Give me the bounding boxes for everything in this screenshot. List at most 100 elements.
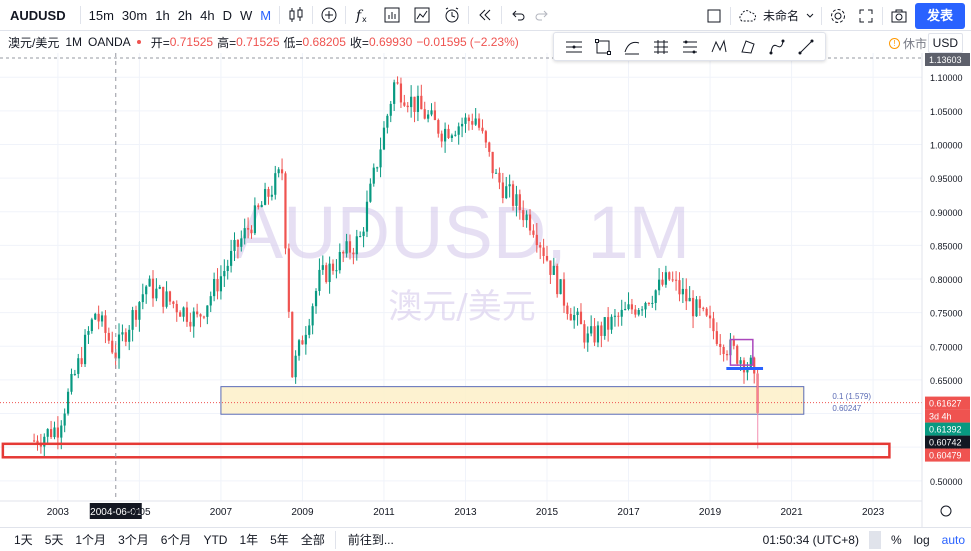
range-6m[interactable]: 6个月 — [160, 533, 192, 547]
chart-canvas[interactable]: AUDUSD, 1M 澳元/美元 0.1 (1.579) 0.60247 2004… — [0, 53, 971, 527]
candle-body — [128, 329, 131, 342]
drawings[interactable]: 0.1 (1.579) 0.60247 — [0, 338, 922, 459]
candle-body — [321, 265, 324, 270]
candles-icon[interactable] — [284, 0, 308, 31]
candle-body — [525, 214, 528, 221]
candle-body — [202, 316, 206, 318]
candle-body — [111, 340, 114, 353]
range-1d[interactable]: 1天 — [14, 533, 33, 547]
rectangle-icon[interactable] — [591, 35, 615, 59]
publish-button[interactable]: 发表 — [914, 2, 965, 29]
replay-icon[interactable] — [473, 0, 497, 31]
range-5d[interactable]: 5天 — [44, 533, 64, 547]
time-axis[interactable]: 2003 2005 2007 2009 2011 2013 2015 2017 2019 2021… — [0, 500, 952, 518]
goto-date[interactable]: 前往到... — [347, 533, 394, 547]
gear-icon[interactable] — [826, 0, 850, 31]
interval-2h[interactable]: 2h — [177, 7, 193, 23]
line-icon[interactable] — [765, 35, 789, 59]
candle-body — [80, 358, 83, 365]
market-status[interactable]: ! 休市 — [888, 35, 927, 52]
alert-clock-icon[interactable] — [440, 0, 464, 31]
interval-1h[interactable]: 1h — [155, 7, 170, 23]
price-tick: 0.75000 — [930, 309, 963, 319]
candle-body — [498, 172, 501, 183]
candle-body — [603, 317, 606, 336]
range-all[interactable]: 全部 — [300, 533, 325, 547]
templates-icon[interactable] — [410, 0, 434, 31]
low-label: 低= — [283, 35, 303, 50]
candle-body — [359, 236, 362, 238]
range-3m[interactable]: 3个月 — [118, 533, 149, 547]
price-tick: 1.05000 — [930, 107, 963, 117]
range-5y[interactable]: 5年 — [270, 533, 289, 547]
candle-body — [430, 110, 433, 115]
compare-plus-icon[interactable] — [317, 0, 341, 31]
candle-body — [49, 429, 53, 438]
candle-body — [450, 135, 453, 139]
camera-icon[interactable] — [887, 0, 911, 31]
financials-icon[interactable] — [380, 0, 404, 31]
candle-body — [342, 252, 345, 254]
fullscreen-icon[interactable] — [854, 0, 878, 31]
candle-body — [664, 272, 667, 285]
fib-icon[interactable] — [678, 35, 702, 59]
price-tick: 0.80000 — [930, 275, 963, 285]
candle-body — [420, 95, 423, 110]
axis-gear-icon — [940, 505, 952, 517]
support-zone-rectangle[interactable] — [220, 386, 805, 415]
currency-selector[interactable]: USD — [927, 33, 963, 53]
candle-body — [447, 128, 450, 139]
clock-label[interactable]: 01:50:34 (UTC+8) — [762, 533, 859, 547]
price-tick: 0.95000 — [930, 174, 963, 184]
log-toggle[interactable]: log — [913, 533, 930, 547]
candle-body — [590, 326, 593, 334]
candle-body — [691, 297, 695, 317]
horizontal-lines-icon[interactable] — [562, 35, 586, 59]
candle-body — [263, 189, 267, 205]
toolbar-right: 未命名 发表 — [702, 0, 971, 31]
interval-15m[interactable]: 15m — [88, 7, 114, 23]
undo-icon[interactable] — [506, 0, 530, 31]
candle-body — [192, 311, 195, 327]
candle-body — [318, 269, 321, 291]
symbol-search[interactable]: AUDUSD — [10, 7, 66, 23]
auto-toggle[interactable]: auto — [941, 533, 965, 547]
fullscreen-square-icon[interactable] — [702, 0, 726, 31]
candle-body — [579, 311, 583, 325]
range-1m[interactable]: 1个月 — [75, 533, 107, 547]
curve-icon[interactable] — [620, 35, 644, 59]
layout-name[interactable]: 未命名 — [762, 9, 799, 23]
interval-4h[interactable]: 4h — [200, 7, 215, 23]
candle-body — [172, 301, 175, 304]
interval-m[interactable]: M — [260, 7, 272, 23]
pattern-icon[interactable] — [707, 35, 731, 59]
candle-body — [331, 263, 335, 271]
candle-body — [280, 169, 284, 174]
legend-pair[interactable]: 澳元/美元 — [8, 35, 60, 50]
percent-toggle[interactable]: % — [890, 533, 902, 547]
time-tick: 2017 — [617, 507, 640, 518]
cloud-icon[interactable] — [735, 0, 759, 31]
candle-body — [107, 332, 110, 341]
projection-icon[interactable] — [736, 35, 760, 59]
candle-body — [630, 304, 634, 310]
redo-icon[interactable] — [530, 0, 554, 31]
candle-body — [66, 391, 70, 414]
drawing-toolbar — [553, 32, 826, 61]
interval-d[interactable]: D — [222, 7, 233, 23]
interval-w[interactable]: W — [240, 7, 253, 23]
interval-30m[interactable]: 30m — [121, 7, 148, 23]
price-axis[interactable]: 1.10000 1.05000 1.00000 0.95000 0.90000 0.850… — [921, 53, 970, 527]
candle-body — [348, 241, 352, 253]
price-tick: 0.90000 — [930, 208, 963, 218]
candle-body — [508, 184, 511, 187]
candle-body — [620, 309, 623, 317]
top-price-tag: 1.13603 — [929, 55, 962, 65]
candle-body — [481, 127, 484, 132]
range-ytd[interactable]: YTD — [203, 532, 228, 547]
chevron-down-icon[interactable] — [803, 0, 817, 31]
range-1y[interactable]: 1年 — [239, 533, 259, 547]
trend-icon[interactable] — [794, 35, 818, 59]
gann-icon[interactable] — [649, 35, 673, 59]
